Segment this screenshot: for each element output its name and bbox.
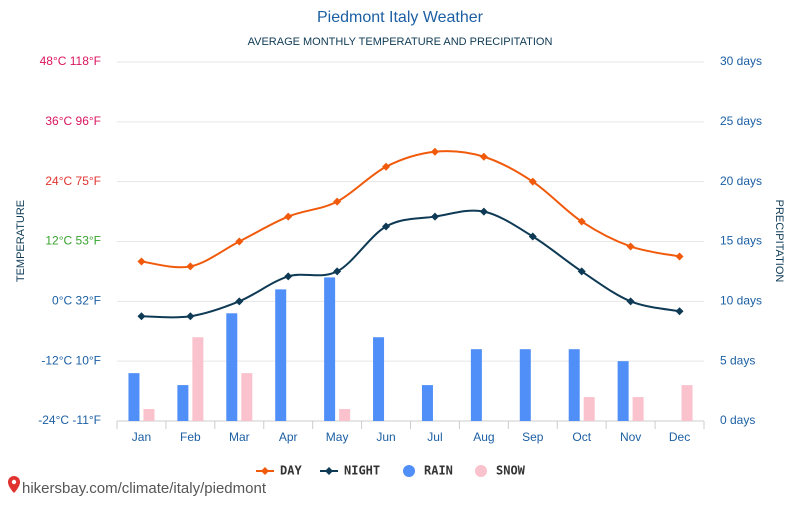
point <box>430 147 439 156</box>
legend-label: NIGHT <box>344 464 380 478</box>
line <box>141 209 680 319</box>
x-tick-label: May <box>326 430 349 444</box>
y2-tick-label: 25 days <box>720 114 762 128</box>
x-tick-label: Aug <box>473 430 494 444</box>
bar <box>617 361 629 421</box>
y2-tick-label: 0 days <box>720 413 755 427</box>
point <box>284 272 293 281</box>
y2-tick-label: 15 days <box>720 234 762 248</box>
chart-title: Piedmont Italy Weather <box>317 9 484 26</box>
y2-tick-label: 30 days <box>720 54 762 68</box>
point <box>577 217 586 226</box>
bar <box>339 409 351 421</box>
point <box>333 267 342 276</box>
point <box>479 207 488 216</box>
x-tick-label: Feb <box>180 430 201 444</box>
point <box>626 242 635 251</box>
legend-marker <box>403 465 415 477</box>
x-tick-label: Jul <box>427 430 442 444</box>
y-axis-title: TEMPERATURE <box>15 200 27 282</box>
point <box>382 162 391 171</box>
x-tick-label: Nov <box>620 430 641 444</box>
bar <box>324 277 336 421</box>
legend-marker <box>325 467 333 475</box>
legend-label: SNOW <box>496 464 526 478</box>
bar <box>632 397 644 421</box>
pin-dot <box>11 479 17 485</box>
point <box>675 307 684 316</box>
footer: hikersbay.com/climate/italy/piedmont <box>22 480 267 497</box>
line <box>141 150 680 269</box>
bar <box>192 337 204 421</box>
point <box>430 212 439 221</box>
chart-subtitle: AVERAGE MONTHLY TEMPERATURE AND PRECIPIT… <box>248 36 553 48</box>
bar <box>177 385 189 421</box>
y-tick-label: 24°C 75°F <box>45 174 101 188</box>
bar <box>373 337 385 421</box>
bar <box>226 313 238 421</box>
legend-label: RAIN <box>424 464 453 478</box>
point <box>479 152 488 161</box>
bar <box>470 349 482 421</box>
x-tick-label: Jan <box>132 430 151 444</box>
point <box>284 212 293 221</box>
legend-marker <box>475 465 487 477</box>
bar <box>143 409 155 421</box>
y-tick-label: -24°C -11°F <box>38 413 101 427</box>
point <box>186 262 195 271</box>
legend-marker <box>261 467 269 475</box>
y-tick-label: 0°C 32°F <box>52 294 101 308</box>
bar <box>421 385 433 421</box>
bar <box>275 289 287 421</box>
y2-tick-label: 10 days <box>720 294 762 308</box>
point <box>577 267 586 276</box>
y-tick-label: 12°C 53°F <box>45 234 101 248</box>
x-tick-label: Apr <box>279 430 298 444</box>
point <box>333 197 342 206</box>
bar <box>128 373 140 421</box>
y2-tick-label: 5 days <box>720 353 755 367</box>
point <box>235 237 244 246</box>
y-tick-label: 48°C 118°F <box>40 54 101 68</box>
point <box>137 312 146 321</box>
point <box>235 297 244 306</box>
x-tick-label: Dec <box>669 430 690 444</box>
y2-tick-label: 20 days <box>720 174 762 188</box>
bar <box>241 373 253 421</box>
bar <box>583 397 595 421</box>
x-tick-label: Jun <box>376 430 395 444</box>
point <box>528 232 537 241</box>
bar <box>519 349 531 421</box>
point <box>382 222 391 231</box>
y-tick-label: -12°C 10°F <box>41 353 101 367</box>
point <box>186 312 195 321</box>
y-tick-label: 36°C 96°F <box>45 114 101 128</box>
pin-icon <box>8 476 20 493</box>
bar <box>568 349 580 421</box>
x-tick-label: Oct <box>572 430 591 444</box>
x-tick-label: Sep <box>522 430 544 444</box>
y2-axis-title: PRECIPITATION <box>773 200 785 283</box>
point <box>137 257 146 266</box>
point <box>528 177 537 186</box>
x-tick-label: Mar <box>229 430 250 444</box>
legend-label: DAY <box>280 464 302 478</box>
point <box>626 297 635 306</box>
bar <box>681 385 693 421</box>
point <box>675 252 684 261</box>
